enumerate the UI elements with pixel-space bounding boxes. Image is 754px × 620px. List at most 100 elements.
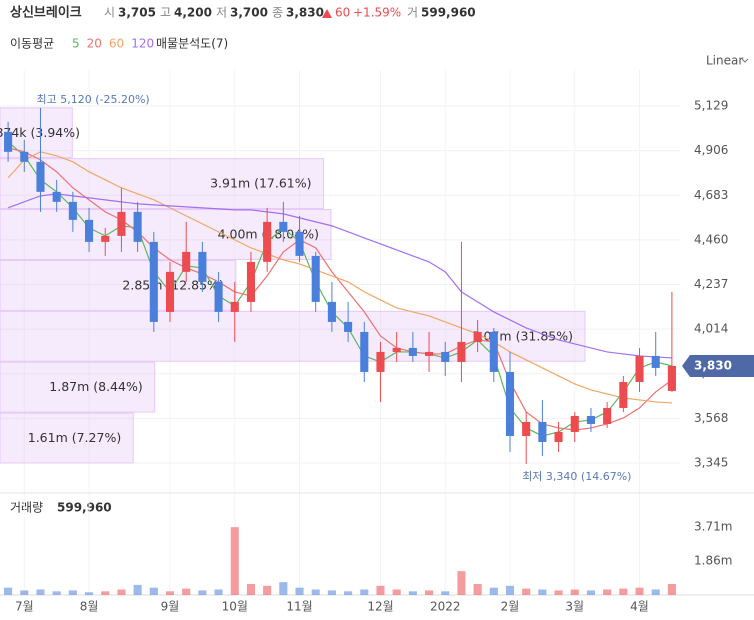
scale-toggle[interactable]: Linear <box>706 54 743 68</box>
profile-label: 1.61m (7.27%) <box>28 430 121 445</box>
x-tick-label: 10월 <box>222 600 248 614</box>
volume-bar <box>198 590 207 595</box>
volume-bar <box>586 590 595 595</box>
candle-body <box>522 421 531 436</box>
candle-body <box>68 201 77 220</box>
volume-bar <box>246 583 255 595</box>
candle-body <box>4 131 13 152</box>
x-tick-label: 7월 <box>15 600 34 614</box>
candle-body <box>117 211 126 236</box>
profile-label[interactable]: 매물분석도(7) <box>156 37 228 51</box>
x-tick-label: 8월 <box>80 600 99 614</box>
y-tick-label: 3,345 <box>694 455 728 469</box>
candle-body <box>570 415 579 432</box>
volume-title: 거래량 <box>10 501 43 515</box>
y-tick-label: 5,129 <box>694 99 728 113</box>
volume-bar <box>68 590 77 595</box>
candle-body <box>101 235 110 242</box>
candle-body <box>392 347 401 352</box>
ma-line <box>7 151 672 404</box>
x-tick-label: 4월 <box>630 600 649 614</box>
candle-body <box>667 365 676 391</box>
volume-bar <box>133 584 142 595</box>
volume-bar <box>425 590 434 595</box>
volume-bar <box>230 527 239 595</box>
profile-bar <box>0 361 156 413</box>
field-label: 종 <box>272 6 283 20</box>
volume-bar <box>408 591 417 595</box>
change-pct: +1.59% <box>353 6 401 20</box>
ma-legend: 5 <box>72 37 80 51</box>
candle-body <box>149 241 158 322</box>
volume-bar <box>4 587 13 595</box>
candle-body <box>651 355 660 368</box>
field-value: 3,705 <box>118 6 156 20</box>
stock-name: 상신브레이크 <box>10 5 82 21</box>
volume-bar <box>101 591 110 595</box>
ma-legend: 120 <box>131 37 154 51</box>
candle-body <box>263 221 272 262</box>
volume-bar <box>538 589 547 595</box>
max-marker: 최고 5,120 (-25.20%) <box>36 93 149 106</box>
candle-body <box>441 351 450 362</box>
candle-body <box>165 271 175 312</box>
field-value: 3,700 <box>230 6 268 20</box>
x-tick-label: 2월 <box>501 600 520 614</box>
candle-body <box>327 301 336 322</box>
price-tag <box>682 354 754 377</box>
volume-value: 599,960 <box>421 6 476 20</box>
candle-body <box>538 421 547 442</box>
volume-bar <box>505 585 515 595</box>
volume-tick-label: 1.86m <box>694 553 732 567</box>
candle-body <box>182 251 191 272</box>
volume-bar <box>165 591 175 595</box>
candle-body <box>408 347 417 356</box>
up-icon <box>322 9 332 18</box>
change: 60 <box>335 6 350 20</box>
volume-title-value: 599,960 <box>57 501 112 515</box>
candle-body <box>603 407 612 424</box>
volume-bar <box>619 588 628 595</box>
profile-bar <box>0 412 134 464</box>
candle-body <box>360 331 369 372</box>
min-marker: 최저 3,340 (14.67%) <box>522 470 631 483</box>
volume-bar <box>473 583 482 595</box>
profile-label: 3.91m (17.61%) <box>210 176 311 191</box>
volume-bar <box>295 587 304 595</box>
candle-body <box>295 231 304 256</box>
volume-label: 거 <box>407 6 418 20</box>
ma-legend: 60 <box>109 37 124 51</box>
candle-body <box>279 221 288 232</box>
y-tick-label: 4,460 <box>694 232 728 246</box>
volume-bar <box>149 587 158 595</box>
x-tick-label: 12월 <box>367 600 393 614</box>
dropdown-icon <box>741 58 749 63</box>
candle-body <box>246 261 255 302</box>
candle-body <box>619 381 628 408</box>
volume-bar <box>489 587 498 595</box>
candle-body <box>52 191 61 202</box>
y-tick-label: 4,683 <box>694 188 728 202</box>
volume-bar <box>117 589 126 595</box>
field-label: 저 <box>216 6 227 20</box>
volume-bar <box>392 589 401 595</box>
volume-bar <box>651 589 660 595</box>
y-tick-label: 4,014 <box>694 322 728 336</box>
candle-body <box>230 301 239 312</box>
volume-bar <box>311 589 320 595</box>
field-value: 3,830 <box>286 6 324 20</box>
volume-bar <box>263 585 272 595</box>
candle-body <box>635 355 644 382</box>
candle-body <box>425 351 434 356</box>
candle-body <box>311 255 320 302</box>
x-tick-label: 2022 <box>430 600 461 614</box>
y-tick-label: 4,237 <box>694 277 728 291</box>
profile-label: 1.87m (8.44%) <box>49 379 142 394</box>
candle-body <box>586 415 595 424</box>
x-tick-label: 3월 <box>565 600 584 614</box>
volume-bar <box>182 588 191 595</box>
candle-body <box>505 371 515 436</box>
candle-body <box>344 321 353 332</box>
field-label: 고 <box>160 6 171 20</box>
field-value: 4,200 <box>174 6 212 20</box>
